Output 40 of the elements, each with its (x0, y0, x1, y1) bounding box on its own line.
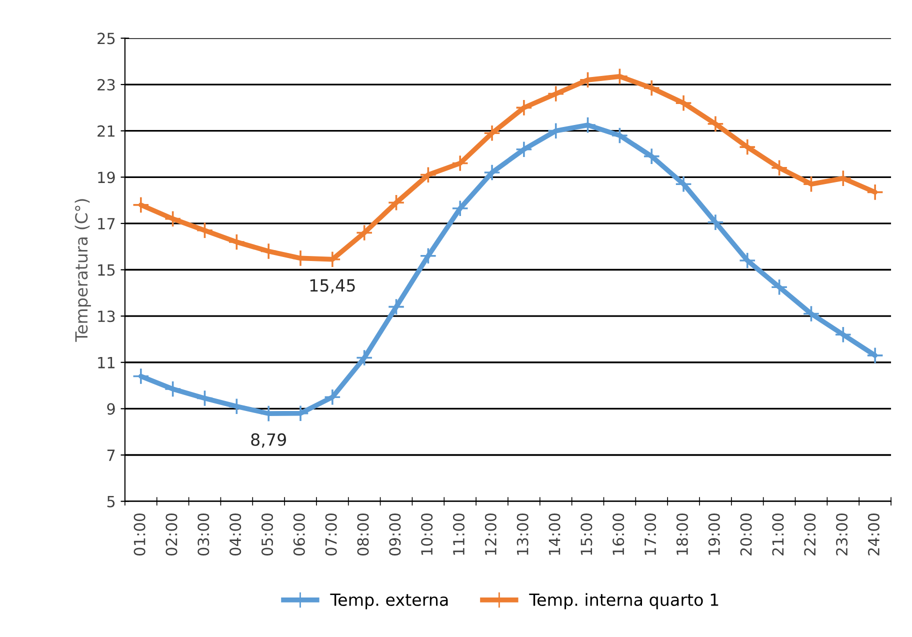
x-tick-label: 23:00 (836, 513, 848, 556)
legend-label: Temp. externa (330, 594, 448, 610)
x-tick-label: 02:00 (166, 513, 178, 556)
x-tick-label: 09:00 (389, 513, 401, 556)
y-tick-label: 9 (107, 403, 115, 415)
x-tick-label: 18:00 (676, 513, 688, 555)
x-tick-label: 06:00 (293, 513, 305, 556)
x-tick-label: 20:00 (740, 513, 752, 556)
y-tick-label: 17 (98, 218, 115, 230)
annotation: 15,45 (310, 279, 355, 294)
y-tick-label: 19 (98, 172, 115, 184)
x-tick-label: 24:00 (868, 513, 880, 556)
annotation: 8,79 (251, 433, 286, 448)
x-tick-label: 04:00 (230, 513, 242, 556)
y-tick-label: 15 (98, 264, 115, 276)
x-tick-label: 03:00 (198, 513, 210, 556)
y-tick-label: 7 (107, 450, 115, 461)
x-tick-label: 13:00 (516, 513, 528, 555)
y-tick-label: 11 (98, 357, 115, 368)
x-tick-label: 14:00 (548, 513, 560, 555)
x-tick-label: 17:00 (644, 513, 656, 555)
y-tick-label: 21 (98, 125, 115, 137)
x-tick-label: 08:00 (357, 513, 369, 556)
x-tick-label: 10:00 (421, 513, 433, 555)
x-tick-label: 01:00 (134, 513, 146, 556)
y-tick-label: 13 (98, 310, 115, 322)
y-axis-title: Temperatura (C°) (74, 199, 91, 342)
legend-label: Temp. interna quarto 1 (529, 593, 718, 610)
x-tick-label: 16:00 (612, 513, 624, 555)
x-tick-label: 11:00 (452, 513, 465, 555)
y-tick-label: 25 (98, 32, 115, 44)
y-tick-label: 23 (98, 78, 115, 91)
y-tick-label: 5 (107, 496, 115, 508)
x-tick-label: 05:00 (261, 513, 274, 556)
x-tick-label: 12:00 (484, 513, 496, 555)
x-tick-label: 19:00 (708, 513, 720, 555)
x-tick-label: 07:00 (325, 513, 337, 556)
x-tick-label: 22:00 (804, 513, 816, 556)
x-tick-label: 15:00 (580, 513, 592, 555)
x-tick-label: 21:00 (772, 513, 784, 556)
